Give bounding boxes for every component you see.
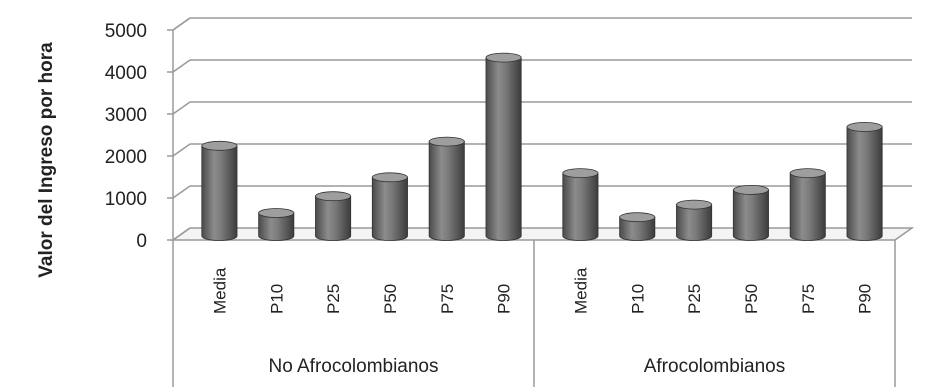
- group-label: Afrocolombianos: [644, 356, 786, 377]
- gridline-side: [172, 143, 191, 157]
- category-label: P50: [381, 284, 400, 314]
- gridline-side: [172, 17, 191, 31]
- y-axis-ticks: 0 1000 2000 3000 4000 5000: [105, 21, 173, 252]
- y-tick-label: 5000: [105, 21, 147, 42]
- bar-top: [485, 52, 522, 63]
- bar-top: [258, 208, 295, 218]
- category-label: P75: [438, 284, 457, 314]
- bar-cylinder: [201, 145, 238, 241]
- bar-cylinder: [371, 176, 408, 241]
- bar-cylinder: [562, 172, 599, 241]
- bar-top: [201, 140, 238, 151]
- bar-top: [732, 184, 769, 195]
- bar-top: [846, 122, 883, 132]
- bar-top: [789, 168, 826, 179]
- bar-cylinder: [732, 189, 769, 241]
- category-label: Media: [210, 267, 229, 314]
- category-label: P75: [799, 284, 818, 314]
- y-tick-label: 1000: [105, 189, 147, 210]
- bar-top: [428, 136, 465, 147]
- bar-cylinder: [428, 141, 465, 241]
- y-tick-label: 0: [136, 231, 147, 252]
- bar-top: [562, 168, 599, 179]
- gridline-side: [172, 227, 191, 241]
- bar-cylinder: [619, 216, 656, 241]
- bar-cylinder: [676, 204, 713, 241]
- bar-cylinder: [846, 126, 883, 241]
- y-tick-label: 4000: [105, 63, 147, 84]
- bar-cylinder: [258, 212, 295, 241]
- category-label: P10: [267, 284, 286, 314]
- y-axis-title: Valor del Ingreso por hora: [36, 42, 57, 278]
- bar-top: [619, 212, 656, 223]
- y-tick-label: 3000: [105, 105, 147, 126]
- bar-cylinder: [315, 195, 352, 241]
- category-label: P10: [628, 284, 647, 314]
- bar-cylinder: [485, 57, 522, 241]
- bar-top: [315, 191, 352, 202]
- bar-top: [371, 172, 408, 183]
- category-label: P90: [856, 284, 875, 314]
- bars: [201, 52, 883, 241]
- gridline-side: [172, 59, 191, 73]
- gridline-side: [172, 185, 191, 199]
- group-label: No Afrocolombianos: [268, 356, 438, 377]
- gridline-side: [172, 101, 191, 115]
- y-tick-label: 2000: [105, 147, 147, 168]
- category-label: P25: [685, 284, 704, 314]
- side-wall: [172, 17, 191, 240]
- category-label: Media: [571, 267, 590, 314]
- bar-top: [676, 199, 713, 210]
- category-axis: Media P10 P25 P50 P75 P90 No Afrocolombianos Me…: [172, 240, 896, 387]
- bar-cylinder: [789, 172, 826, 241]
- category-label: P25: [324, 284, 343, 314]
- category-label: P90: [495, 284, 514, 314]
- category-label: P50: [742, 284, 761, 314]
